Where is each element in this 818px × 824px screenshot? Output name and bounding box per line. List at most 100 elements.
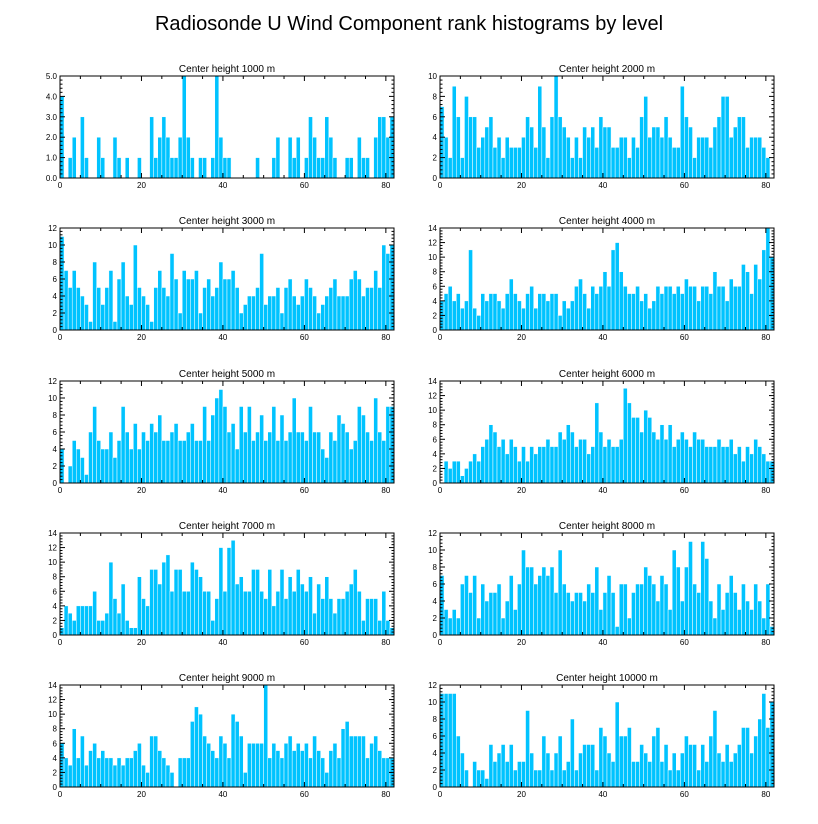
bar <box>234 583 240 636</box>
panel-title: Center height 4000 m <box>559 216 655 227</box>
bar <box>206 440 211 484</box>
bar <box>340 423 346 484</box>
bar <box>737 286 742 331</box>
bar <box>230 270 236 331</box>
bar <box>464 769 469 788</box>
bar <box>365 431 370 484</box>
x-tick-label: 20 <box>517 638 526 647</box>
panel-9: Center height 10000 m 0 20 40 60 80 0 2 4 6 8 10 12 <box>428 673 775 799</box>
bar <box>369 440 374 484</box>
x-tick-label: 80 <box>381 486 390 495</box>
bar <box>263 684 268 788</box>
bar <box>460 307 465 331</box>
bar <box>586 744 591 788</box>
x-tick-label: 40 <box>218 638 227 647</box>
bar <box>304 591 309 636</box>
panel-3: Center height 4000 m 0 20 40 60 80 0 2 4 6 8 10 12 14 <box>428 216 775 342</box>
bar <box>92 743 97 788</box>
bar <box>631 136 636 179</box>
bar <box>480 769 486 788</box>
bar <box>728 136 734 179</box>
bar <box>67 157 73 179</box>
y-tick-label: 2 <box>53 616 58 625</box>
y-tick-label: 2 <box>433 464 438 473</box>
bar <box>639 116 644 179</box>
bar <box>741 116 746 179</box>
bar <box>108 757 114 788</box>
bar <box>517 460 522 484</box>
bar <box>389 116 395 179</box>
bar <box>614 242 620 331</box>
bar <box>177 757 183 788</box>
bar <box>737 116 742 179</box>
bar <box>80 116 85 179</box>
bar <box>439 106 445 179</box>
bar <box>574 446 579 484</box>
bar <box>590 592 596 636</box>
bar <box>116 157 122 179</box>
y-tick-label: 2 <box>433 614 438 623</box>
bar <box>651 735 657 788</box>
bar <box>194 706 199 788</box>
bar <box>659 761 665 788</box>
bar <box>704 286 710 331</box>
bar <box>71 136 77 179</box>
bar <box>348 583 354 636</box>
x-tick-label: 0 <box>58 638 63 647</box>
bar <box>557 116 563 179</box>
bar <box>623 286 628 331</box>
bar <box>529 752 534 788</box>
bar <box>328 136 334 179</box>
bar <box>594 769 600 788</box>
bar <box>655 286 661 331</box>
bar <box>116 278 122 331</box>
bar <box>344 431 350 484</box>
x-tick-label: 0 <box>438 790 443 799</box>
x-tick-label: 0 <box>438 486 443 495</box>
bar <box>553 446 559 484</box>
bar <box>137 743 142 788</box>
bar <box>84 157 89 179</box>
bar <box>169 157 175 179</box>
bar <box>549 446 555 484</box>
bar <box>357 136 362 179</box>
bar <box>206 278 211 331</box>
bar <box>210 620 216 636</box>
bar <box>141 764 146 788</box>
bar <box>234 448 240 484</box>
bar <box>655 600 661 636</box>
bar <box>357 278 362 331</box>
bar <box>332 612 338 636</box>
bar <box>353 270 358 331</box>
y-tick-label: 8 <box>53 411 58 420</box>
bar <box>381 591 387 636</box>
y-tick-label: 4 <box>433 297 438 306</box>
bar <box>84 605 89 636</box>
bar <box>684 278 689 331</box>
bar <box>116 757 122 788</box>
bar <box>688 126 693 179</box>
bar <box>353 569 358 636</box>
bar <box>271 157 277 179</box>
panel-title: Center height 10000 m <box>556 673 658 684</box>
bar <box>328 750 334 788</box>
bar <box>606 752 612 788</box>
bar <box>472 116 477 179</box>
bar <box>517 761 522 788</box>
x-tick-label: 80 <box>761 638 770 647</box>
x-tick-label: 40 <box>598 638 607 647</box>
y-tick-label: 0 <box>433 479 438 488</box>
bar <box>202 287 207 331</box>
bar <box>488 424 494 484</box>
bar <box>745 727 750 788</box>
bar <box>259 743 264 788</box>
bar <box>724 446 730 484</box>
bar <box>255 569 260 636</box>
bar <box>104 757 110 788</box>
bar <box>606 126 612 179</box>
x-tick-label: 20 <box>517 790 526 799</box>
bar <box>614 147 620 179</box>
bar <box>671 147 677 179</box>
bar <box>757 600 763 636</box>
bar <box>708 446 714 484</box>
